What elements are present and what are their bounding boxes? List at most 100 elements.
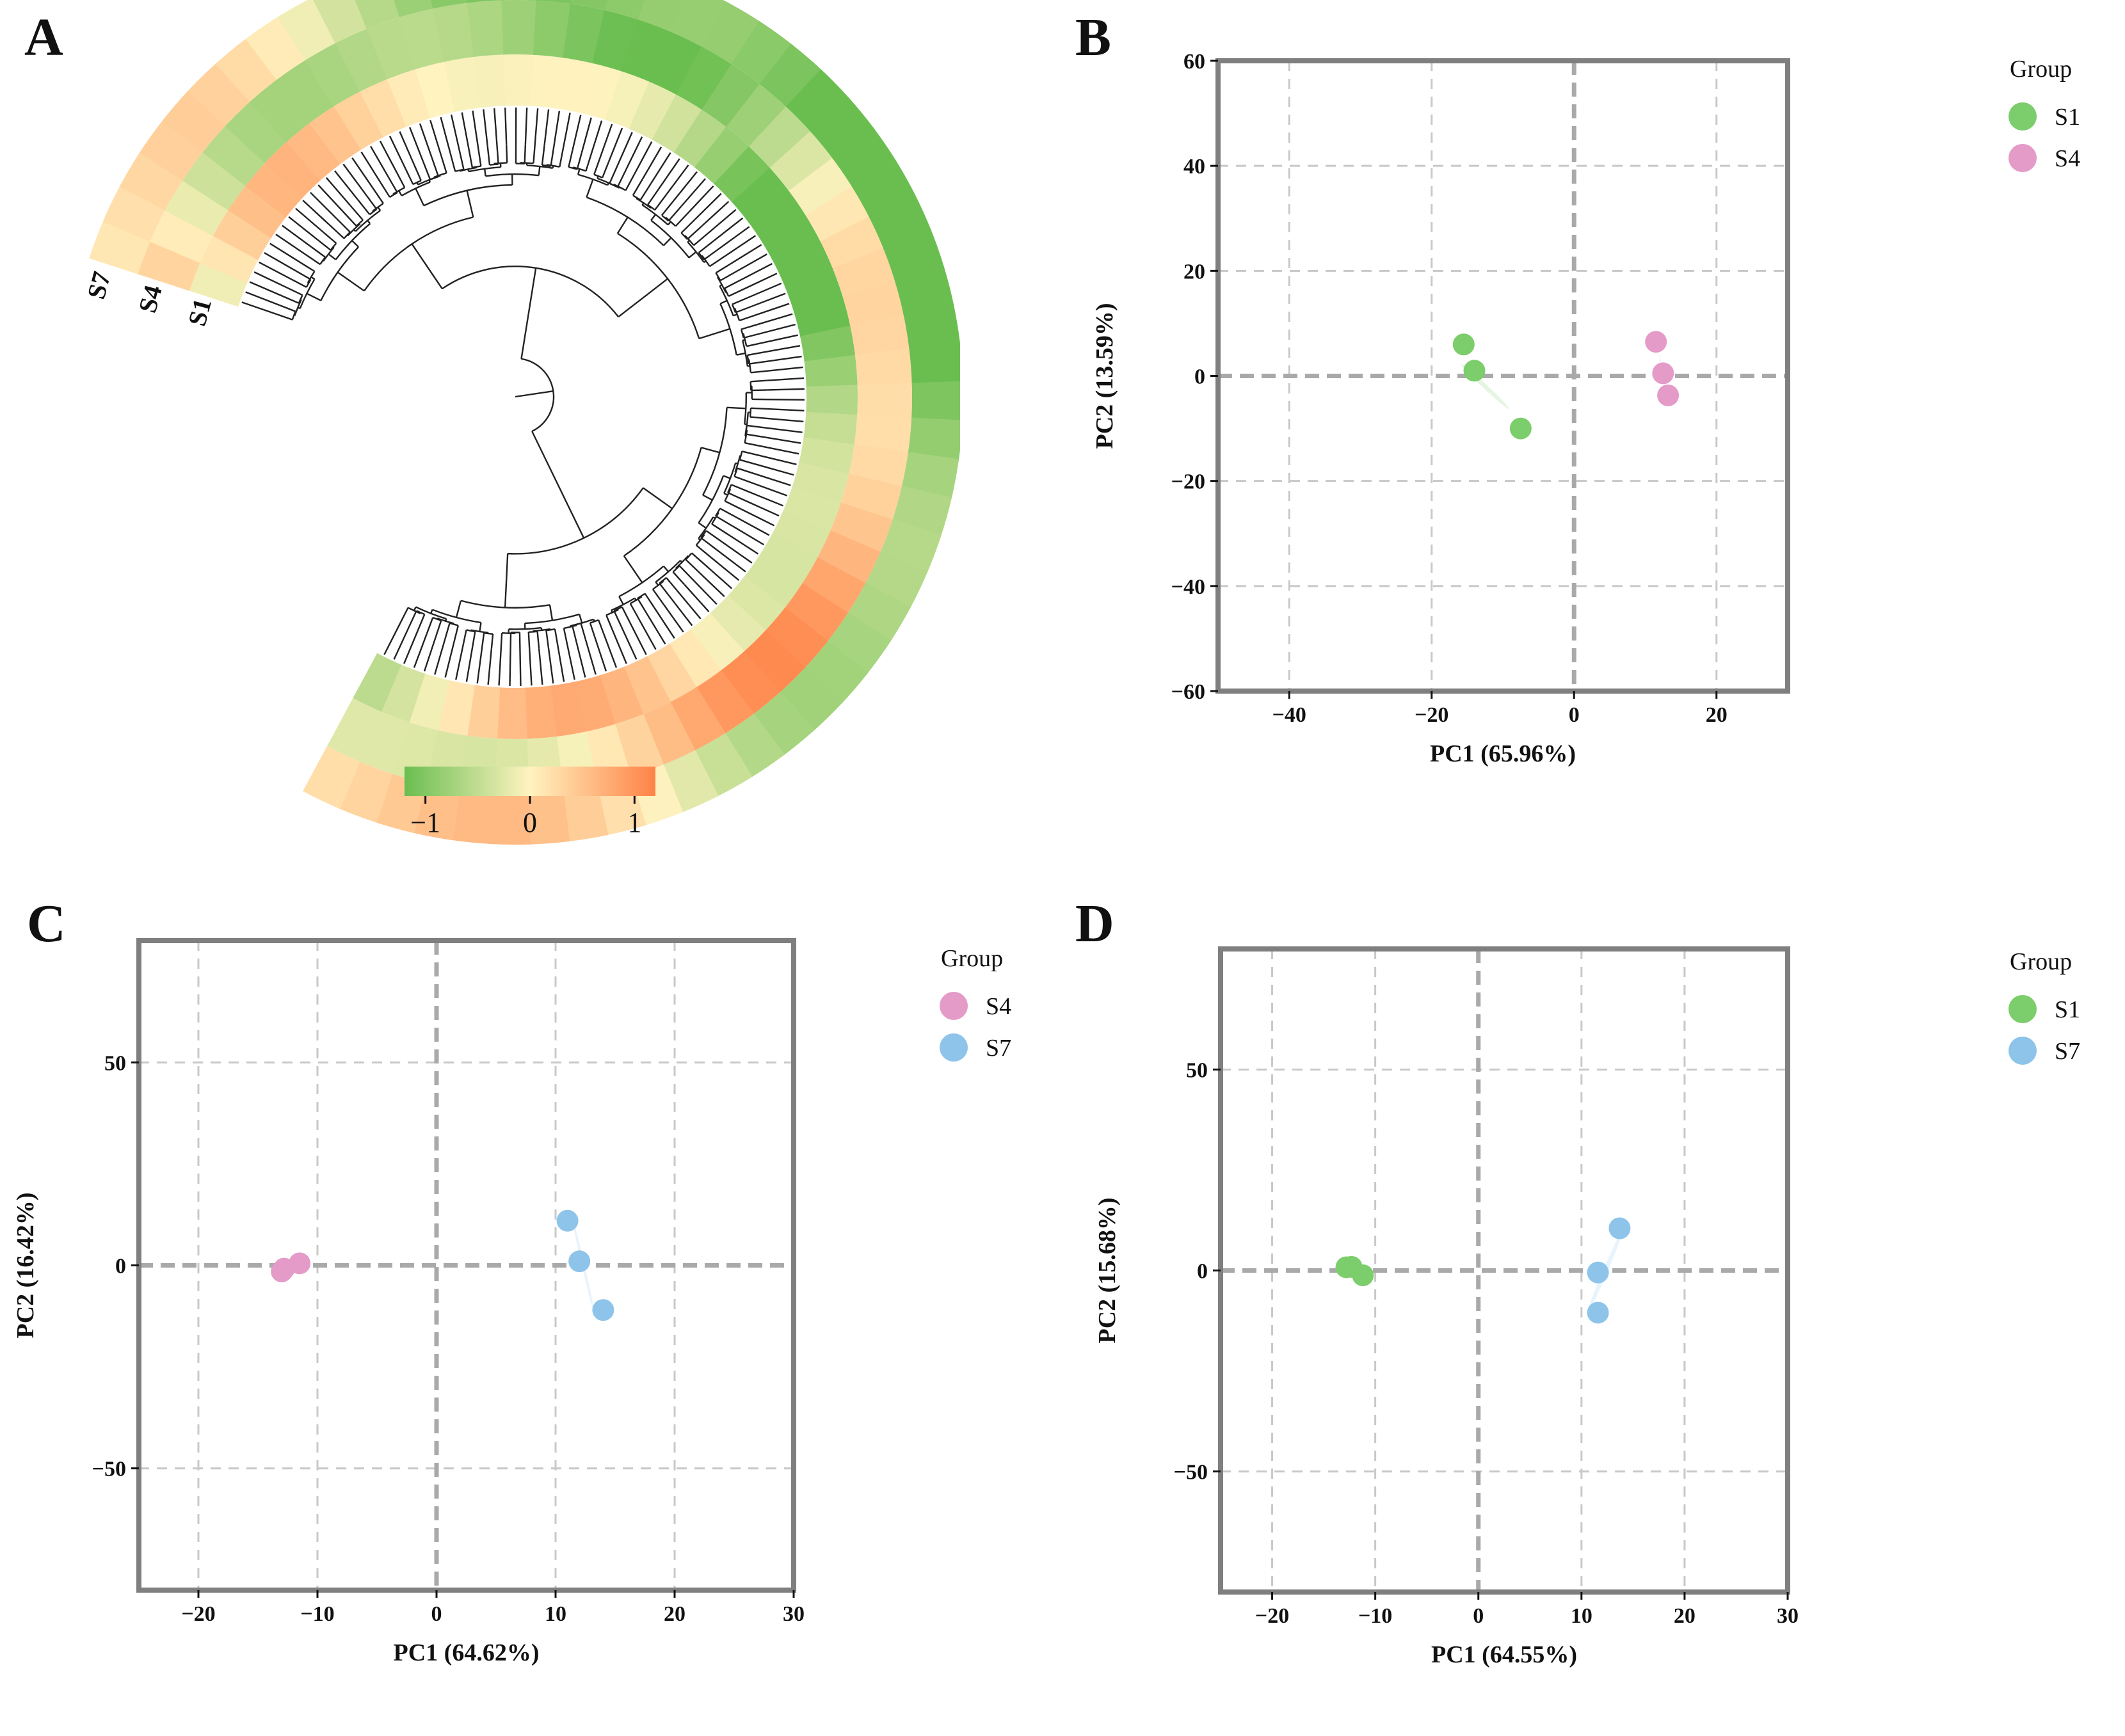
- leaf-branch: [241, 301, 277, 315]
- heat-cell: [726, 84, 788, 148]
- branch: [500, 633, 503, 649]
- branch: [741, 323, 758, 330]
- branch-arc: [659, 577, 667, 584]
- heat-cell: [894, 266, 954, 317]
- branch: [741, 450, 762, 457]
- branch: [552, 165, 554, 168]
- branch-arc: [485, 173, 539, 177]
- leaf-branch: [509, 649, 511, 686]
- branch-arc: [630, 596, 643, 605]
- branch: [623, 555, 643, 584]
- branch-arc: [423, 184, 513, 207]
- heat-cell: [748, 191, 807, 244]
- heat-cell: [415, 61, 456, 118]
- branch: [719, 271, 736, 282]
- branch: [458, 150, 465, 170]
- branch: [724, 500, 742, 511]
- branch: [745, 433, 766, 438]
- heat-cell: [581, 63, 623, 121]
- heat-cell: [800, 325, 856, 363]
- heat-cell: [503, 54, 535, 106]
- branch: [405, 168, 414, 185]
- branch: [700, 537, 718, 550]
- branch: [545, 630, 550, 648]
- leaf-branch: [684, 584, 710, 612]
- branch: [711, 523, 728, 535]
- branch: [426, 617, 434, 634]
- leaf-branch: [658, 158, 680, 189]
- heat-cell: [731, 20, 793, 86]
- branch: [643, 487, 673, 509]
- leaf-branch: [666, 164, 689, 195]
- leaf-branch: [737, 517, 770, 536]
- branch-arc: [401, 181, 431, 196]
- x-tick-label: 10: [1571, 1604, 1592, 1628]
- heat-cell: [495, 687, 527, 739]
- leaf-branch: [691, 577, 718, 605]
- heat-cell: [794, 296, 851, 338]
- branch-arc: [432, 617, 442, 621]
- heat-cell: [466, 0, 504, 3]
- branch: [746, 424, 767, 429]
- branch-arc: [701, 255, 710, 267]
- heat-cell: [744, 555, 803, 609]
- branch: [625, 173, 636, 191]
- heat-cell: [530, 54, 565, 109]
- legend-label-s4: S4: [986, 993, 1011, 1020]
- panel-label-d: D: [1075, 894, 1114, 953]
- branch: [634, 598, 637, 601]
- branch: [430, 609, 433, 614]
- heat-cell: [501, 0, 538, 1]
- branch-arc: [563, 624, 577, 630]
- leaf-branch: [680, 178, 706, 207]
- x-tick-label: 10: [545, 1602, 566, 1626]
- leaf-branch: [543, 109, 550, 146]
- dendrogram-tree: [241, 107, 805, 686]
- leaf-branch: [483, 109, 488, 146]
- root-branch: [515, 390, 554, 398]
- branch: [748, 360, 766, 365]
- heat-cell: [649, 31, 703, 95]
- branch-arc: [541, 164, 551, 168]
- heat-cell: [489, 792, 531, 845]
- branch: [408, 610, 417, 627]
- heat-cell: [164, 179, 229, 236]
- branch: [295, 270, 312, 280]
- leaf-branch: [767, 388, 805, 391]
- branch: [449, 152, 456, 172]
- branch: [486, 145, 491, 165]
- branch: [621, 606, 630, 623]
- branch: [702, 494, 713, 501]
- leaf-branch: [423, 636, 437, 672]
- branch: [698, 522, 707, 529]
- heat-cell: [225, 100, 288, 164]
- leaf-branch: [607, 127, 623, 163]
- branch: [481, 633, 485, 648]
- branch-arc: [597, 177, 620, 189]
- leaf-branch: [743, 273, 778, 290]
- legend-swatch-s1: [2009, 102, 2037, 131]
- heat-cell: [501, 0, 538, 55]
- heat-cell: [549, 681, 587, 737]
- branch: [705, 530, 723, 543]
- leaf-branch: [572, 115, 582, 151]
- branch: [698, 538, 701, 541]
- leaf-branch: [249, 281, 284, 298]
- branch: [462, 630, 467, 644]
- legend-label-s7: S7: [986, 1035, 1011, 1062]
- branch: [549, 605, 554, 621]
- branch-arc: [305, 279, 312, 288]
- branch: [685, 559, 699, 572]
- heat-cell: [840, 474, 902, 522]
- branch: [496, 144, 499, 164]
- y-tick-label: 50: [1186, 1058, 1208, 1082]
- x-tick-label: 0: [1473, 1604, 1484, 1628]
- branch: [739, 459, 759, 466]
- legend-label-s4: S4: [2055, 145, 2080, 172]
- heat-cell: [604, 0, 647, 20]
- heat-cell: [394, 0, 435, 18]
- branch: [415, 187, 425, 206]
- heat-cell: [670, 0, 728, 48]
- heat-cell: [695, 670, 755, 735]
- leaf-branch: [739, 263, 773, 282]
